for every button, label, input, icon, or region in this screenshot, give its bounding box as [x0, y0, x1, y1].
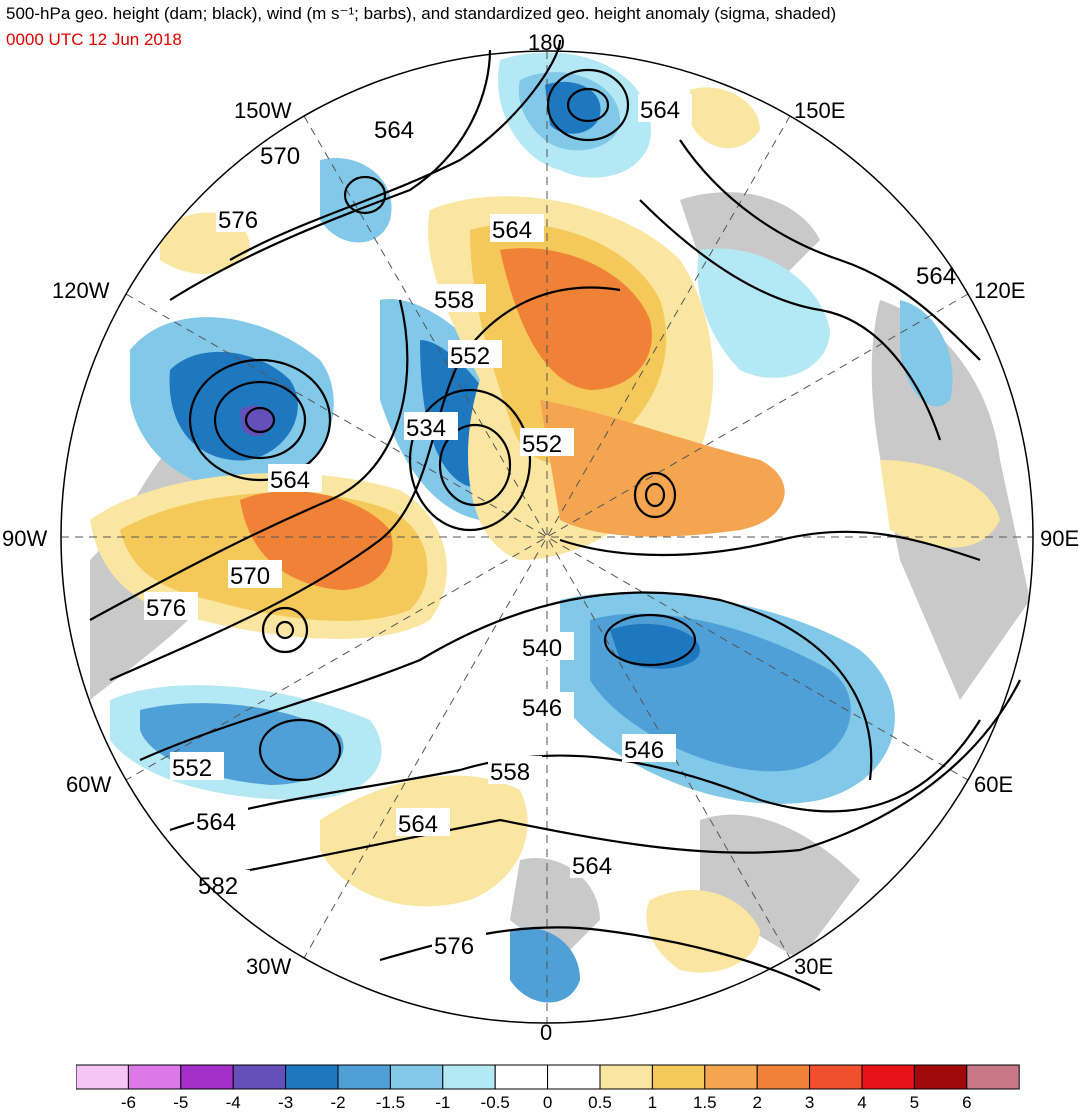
contour-label: 552 — [450, 343, 490, 370]
colorbar-box — [232, 1064, 287, 1090]
colorbar-box — [651, 1064, 706, 1090]
colorbar-box — [861, 1064, 915, 1090]
lon-label-180: 180 — [528, 30, 565, 55]
colorbar-box — [704, 1064, 758, 1090]
contour-label: 564 — [374, 117, 414, 144]
contour-label: 564 — [492, 217, 532, 244]
contour-label: 552 — [522, 431, 562, 458]
colorbar-box — [442, 1064, 496, 1090]
lon-label-150w: 150W — [234, 98, 292, 123]
colorbar-tick-label: -3 — [278, 1093, 293, 1110]
contour-label: 564 — [270, 467, 310, 494]
colorbar-box — [76, 1064, 129, 1090]
colorbar-box — [966, 1064, 1020, 1090]
contour-label: 576 — [434, 933, 474, 960]
negative-anomaly — [610, 623, 700, 669]
colorbar-box — [547, 1064, 601, 1090]
negative-anomaly — [169, 351, 298, 461]
colorbar-box — [494, 1064, 549, 1090]
contour-label: 582 — [198, 873, 238, 900]
colorbar-box — [337, 1064, 391, 1090]
polar-map: 564 564 570 576 564 558 552 534 552 564 … — [2, 30, 1079, 1045]
colorbar-tick-label: 4 — [857, 1093, 866, 1110]
lon-label-90e: 90E — [1040, 526, 1079, 551]
contour-label: 570 — [230, 563, 270, 590]
lon-label-120w: 120W — [52, 278, 110, 303]
contour-label-group: 564 564 570 576 564 558 552 534 552 564 … — [144, 94, 968, 960]
colorbar-tick-label: -6 — [121, 1093, 136, 1110]
contour-label: 546 — [522, 695, 562, 722]
colorbar-box — [285, 1064, 339, 1090]
height-contours — [89, 39, 1021, 991]
contour-label: 558 — [490, 759, 530, 786]
contour-label: 546 — [624, 737, 664, 764]
positive-anomaly — [646, 890, 760, 973]
colorbar-tick-label: -1.5 — [376, 1093, 405, 1110]
lon-label-30w: 30W — [246, 954, 291, 979]
colorbar-tick-label: 3 — [805, 1093, 814, 1110]
lon-label-90w: 90W — [2, 526, 47, 551]
contour-label: 570 — [260, 143, 300, 170]
lon-label-120e: 120E — [974, 278, 1025, 303]
contour-label: 564 — [196, 809, 236, 836]
positive-anomaly — [690, 87, 760, 149]
lon-label-60w: 60W — [66, 772, 111, 797]
colorbar-box — [389, 1064, 444, 1090]
contour-label: 552 — [172, 755, 212, 782]
colorbar-tick-label: -0.5 — [481, 1093, 510, 1110]
colorbar-tick-label: 6 — [962, 1093, 971, 1110]
negative-anomaly — [697, 248, 830, 378]
positive-anomaly — [320, 775, 528, 907]
negative-anomaly — [510, 927, 580, 1003]
valid-time: 0000 UTC 12 Jun 2018 — [6, 30, 182, 49]
colorbar-tick-label: -4 — [226, 1093, 241, 1110]
colorbar-box — [180, 1064, 234, 1090]
contour-label: 576 — [146, 595, 186, 622]
lon-label-0: 0 — [540, 1020, 552, 1045]
colorbar-tick-label: 1 — [648, 1093, 657, 1110]
colorbar-tick-label: 1.5 — [693, 1093, 717, 1110]
colorbar-tick-label: 0 — [543, 1093, 552, 1110]
colorbar-boxes — [76, 1064, 1020, 1090]
contour-label: 558 — [434, 287, 474, 314]
contour-label: 564 — [572, 853, 612, 880]
colorbar-labels: -6 -5 -4 -3 -2 -1.5 -1 -0.5 0 0.5 1 1.5 2 3 4 5 6 — [121, 1093, 972, 1110]
positive-anomaly — [540, 400, 785, 537]
positive-anomaly — [500, 248, 652, 390]
contour-label: 540 — [522, 635, 562, 662]
lon-label-30e: 30E — [794, 954, 833, 979]
positive-anomaly — [880, 460, 1000, 548]
lon-label-150e: 150E — [794, 98, 845, 123]
lon-label-60e: 60E — [974, 772, 1013, 797]
contour-label: 576 — [218, 207, 258, 234]
colorbar-box — [756, 1064, 811, 1090]
colorbar-box — [127, 1064, 182, 1090]
colorbar-tick-label: 5 — [910, 1093, 919, 1110]
colorbar-tick-label: 2 — [752, 1093, 761, 1110]
contour-label: 534 — [406, 415, 446, 442]
colorbar: -6 -5 -4 -3 -2 -1.5 -1 -0.5 0 0.5 1 1.5 2 3 4 5 6 — [76, 1064, 1020, 1110]
colorbar-tick-label: 0.5 — [588, 1093, 612, 1110]
colorbar-box — [913, 1064, 968, 1090]
map-border — [60, 50, 1034, 1024]
colorbar-tick-label: -1 — [435, 1093, 450, 1110]
colorbar-tick-label: -2 — [330, 1093, 345, 1110]
contour-label: 564 — [398, 811, 438, 838]
colorbar-box — [809, 1064, 863, 1090]
contour-label: 564 — [916, 263, 956, 290]
colorbar-tick-label: -5 — [173, 1093, 188, 1110]
map-title: 500-hPa geo. height (dam; black), wind (… — [6, 4, 837, 23]
colorbar-box — [599, 1064, 653, 1090]
contour-label: 564 — [640, 97, 680, 124]
